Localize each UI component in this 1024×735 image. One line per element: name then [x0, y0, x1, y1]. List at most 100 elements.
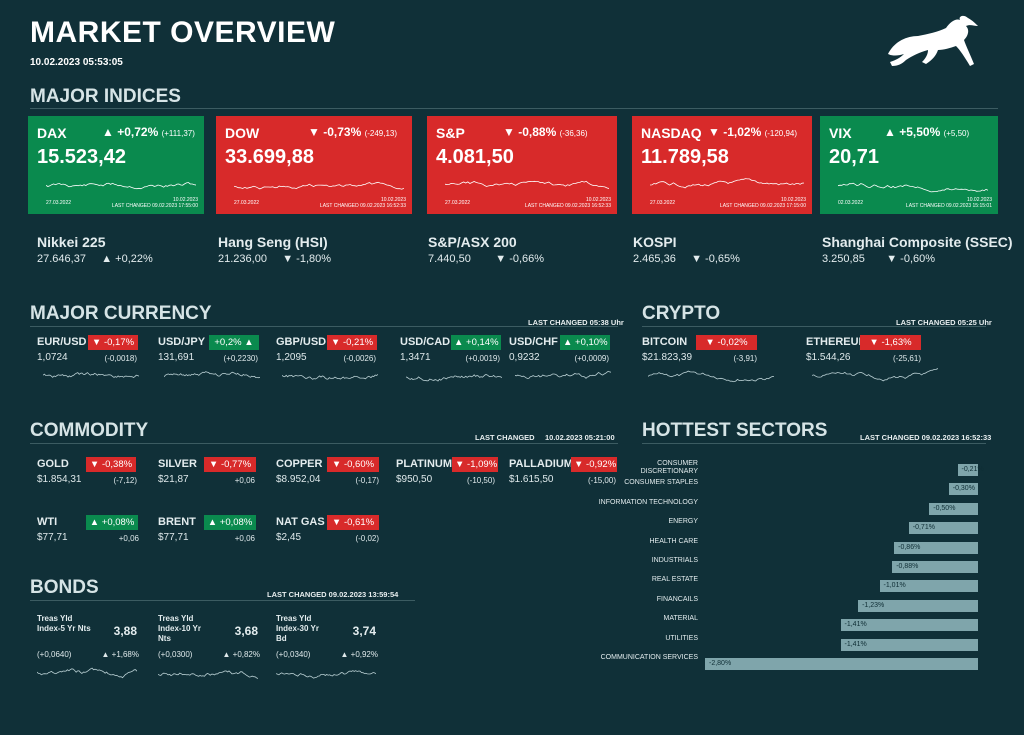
index-name: KOSPI	[633, 234, 677, 250]
quote-ethereum[interactable]: ETHEREUM ▼ -1,63% $1.544,26 (-25,61)	[806, 335, 921, 376]
quote-value: 0,9232	[509, 352, 540, 363]
quote-value: 1,2095	[276, 352, 307, 363]
last-changed: LAST CHANGED 09.02.2023 15:15:01	[905, 203, 992, 209]
bond-item[interactable]: Treas Yld Index-10 Yr Nts 3,68 (+0,0300) ▲ …	[158, 614, 260, 684]
bond-pct: ▲ +1,68%	[101, 650, 140, 659]
sector-value: -0,88%	[896, 563, 919, 570]
divider	[642, 326, 986, 327]
bond-value: 3,68	[234, 624, 258, 638]
bond-item[interactable]: Treas Yld Index-30 Yr Bd 3,74 (+0,0340) ▲ +…	[276, 614, 378, 684]
sector-label: CONSUMER DISCRETIONARY	[640, 460, 698, 475]
index-item-ssec[interactable]: Shanghai Composite (SSEC) 3.250,85 ▼ -0,…	[822, 234, 1013, 265]
sector-bar: -0,50%	[929, 502, 978, 515]
quote-name: SILVER	[158, 458, 197, 470]
sector-value: -1,41%	[844, 621, 867, 629]
quote-brent[interactable]: BRENT ▲ +0,08% $77,71 +0,06	[158, 515, 256, 556]
commodity-last-changed-time: 10.02.2023 05:21:00	[545, 433, 615, 442]
quote-name: USD/CAD	[400, 336, 451, 348]
quote-silver[interactable]: SILVER ▼ -0,77% $21,87 +0,06	[158, 457, 256, 498]
index-name: NASDAQ	[641, 125, 702, 141]
bond-item[interactable]: Treas Yld Index-5 Yr Nts 3,88 (+0,0640) ▲ +…	[37, 614, 139, 684]
index-card-vix[interactable]: VIX ▲ +5,50% (+5,50) 20,71 02.03.2022 10…	[820, 116, 998, 214]
quote-change: (+0,0009)	[574, 354, 609, 363]
index-pct: ▲ +0,72%	[102, 125, 159, 139]
quote-usd-cad[interactable]: USD/CAD ▲ +0,14% 1,3471 (+0,0019)	[400, 335, 501, 376]
index-card-dax[interactable]: DAX ▲ +0,72% (+111,37) 15.523,42 27.03.2…	[28, 116, 204, 214]
index-card-dow[interactable]: DOW ▼ -0,73% (-249,13) 33.699,88 27.03.2…	[216, 116, 412, 214]
index-points: (-249,13)	[364, 129, 398, 138]
quote-gold[interactable]: GOLD ▼ -0,38% $1.854,31 (-7,12)	[37, 457, 137, 498]
quote-change: +0,06	[234, 534, 255, 543]
bond-value: 3,88	[113, 624, 137, 638]
quote-copper[interactable]: COPPER ▼ -0,60% $8.952,04 (-0,17)	[276, 457, 379, 498]
quote-sparkline	[406, 374, 502, 382]
last-changed: LAST CHANGED 09.02.2023 17:15:00	[719, 203, 806, 209]
section-title-bonds: BONDS	[30, 577, 99, 598]
index-item-nikkei[interactable]: Nikkei 225 27.646,37 ▲ +0,22%	[37, 234, 153, 265]
divider	[30, 443, 618, 444]
index-name: Hang Seng (HSI)	[218, 234, 328, 250]
index-change: ▲ +0,22%	[101, 253, 153, 265]
sector-value: -1,23%	[862, 601, 885, 609]
quote-change: +0,06	[234, 476, 255, 485]
quote-usd-chf[interactable]: USD/CHF ▲ +0,10% 0,9232 (+0,0009)	[509, 335, 610, 376]
index-item-kospi[interactable]: KOSPI 2.465,36 ▼ -0,65%	[633, 234, 740, 265]
quote-name: NAT GAS	[276, 516, 325, 528]
quote-eur-usd[interactable]: EUR/USD ▼ -0,17% 1,0724 (-0,0018)	[37, 335, 138, 376]
quote-bitcoin[interactable]: BITCOIN ▼ -0,02% $21.823,39 (-3,91)	[642, 335, 757, 376]
quote-sparkline	[812, 368, 938, 382]
quote-nat-gas[interactable]: NAT GAS ▼ -0,61% $2,45 (-0,02)	[276, 515, 379, 556]
quote-name: ETHEREUM	[806, 336, 868, 348]
divider	[30, 600, 415, 601]
index-card-nasdaq[interactable]: NASDAQ ▼ -1,02% (-120,94) 11.789,58 27.0…	[632, 116, 812, 214]
quote-sparkline	[164, 371, 260, 379]
quote-gbp-usd[interactable]: GBP/USD ▼ -0,21% 1,2095 (-0,0026)	[276, 335, 377, 376]
quote-wti[interactable]: WTI ▲ +0,08% $77,71 +0,06	[37, 515, 139, 556]
sector-label: CONSUMER STAPLES	[624, 479, 698, 487]
change-badge: ▼ -0,92%	[571, 457, 617, 472]
bond-name: Treas Yld Index-10 Yr Nts	[158, 614, 201, 643]
sparkline-path	[812, 368, 938, 382]
quote-platinum[interactable]: PLATINUM ▼ -1,09% $950,50 (-10,50)	[396, 457, 498, 498]
change-badge: ▼ -0,61%	[327, 515, 379, 530]
sector-bar: -0,21%	[957, 464, 984, 476]
date-end: 10.02.2023	[172, 197, 198, 203]
index-value: 3.250,85	[822, 253, 865, 265]
index-value: 4.081,50	[436, 146, 514, 168]
date-start: 27.03.2022	[650, 200, 676, 206]
index-name: S&P/ASX 200	[428, 234, 517, 250]
sector-value: -0,30%	[952, 485, 975, 493]
index-card-sp[interactable]: S&P ▼ -0,88% (-36,36) 4.081,50 27.03.202…	[427, 116, 617, 214]
quote-sparkline	[282, 374, 378, 380]
sector-bar: -1,41%	[840, 619, 978, 632]
sparkline-path	[276, 670, 376, 679]
index-pct: ▼ -0,88%	[503, 125, 557, 139]
quote-change: (-0,0026)	[343, 354, 376, 363]
index-value: 20,71	[829, 146, 880, 168]
index-item-hsi[interactable]: Hang Seng (HSI) 21.236,00 ▼ -1,80%	[218, 234, 331, 265]
quote-change: (-25,61)	[892, 354, 921, 363]
index-value: 21.236,00	[218, 253, 267, 265]
index-points: (+5,50)	[943, 129, 970, 138]
quote-sparkline	[648, 370, 774, 383]
index-change: ▼ -0,60%	[886, 253, 936, 265]
quote-value: 1,0724	[37, 352, 68, 363]
sector-bar: -1,41%	[840, 638, 978, 651]
index-name: Nikkei 225	[37, 234, 106, 250]
sector-value: -2,80%	[709, 660, 732, 667]
quote-usd-jpy[interactable]: USD/JPY +0,2% ▲ 131,691 (+0,2230)	[158, 335, 259, 376]
sector-bar: -0,71%	[908, 522, 978, 535]
bond-change: (+0,0300)	[158, 650, 193, 659]
quote-change: (-15,00)	[587, 476, 616, 485]
divider	[642, 443, 986, 444]
index-value: 2.465,36	[633, 253, 676, 265]
quote-change: (-7,12)	[113, 476, 137, 485]
index-item-asx[interactable]: S&P/ASX 200 7.440,50 ▼ -0,66%	[428, 234, 544, 265]
sector-bar: -2,80%	[705, 658, 978, 670]
index-value: 7.440,50	[428, 253, 471, 265]
quote-palladium[interactable]: PALLADIUM ▼ -0,92% $1.615,50 (-15,00)	[509, 457, 617, 498]
quote-value: $77,71	[158, 532, 189, 543]
quote-name: PALLADIUM	[509, 458, 573, 470]
quote-value: $21,87	[158, 474, 189, 485]
bond-change: (+0,0340)	[276, 650, 311, 659]
